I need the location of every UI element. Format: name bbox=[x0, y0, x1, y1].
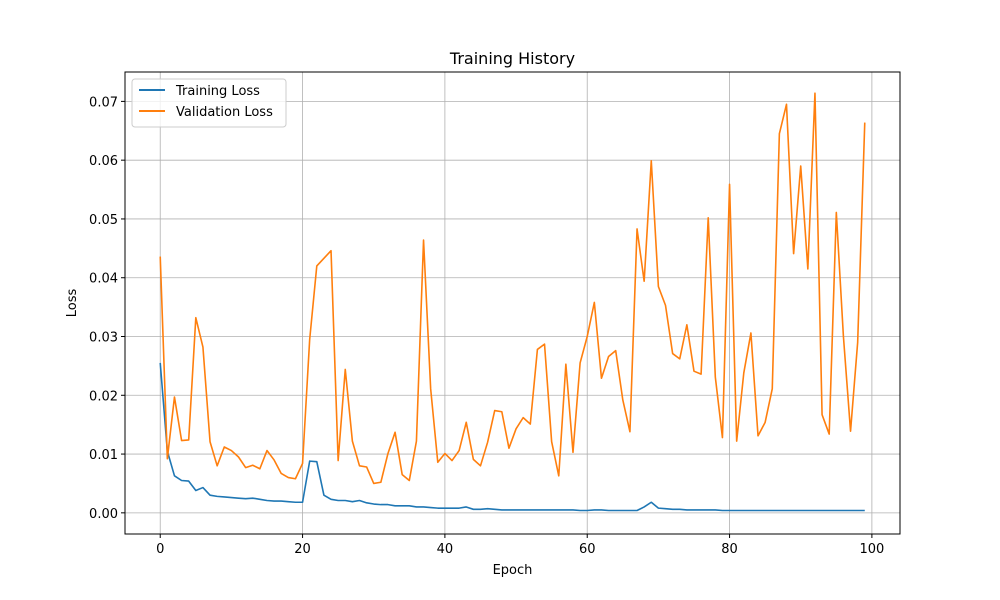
y-tick-label: 0.00 bbox=[89, 507, 118, 522]
y-tick-label: 0.05 bbox=[89, 213, 118, 228]
x-tick-label: 0 bbox=[156, 542, 164, 557]
x-tick-label: 20 bbox=[294, 542, 311, 557]
legend-label-validation-loss: Validation Loss bbox=[176, 105, 273, 120]
y-tick-label: 0.06 bbox=[89, 154, 118, 169]
y-tick-label: 0.04 bbox=[89, 272, 118, 287]
axis-ticks: 0 20 40 60 80 100 0.00 0.01 0.02 0.03 0.04 0.05 0.06… bbox=[89, 95, 884, 557]
x-tick-label: 80 bbox=[721, 542, 738, 557]
series-line-validation-loss bbox=[159, 92, 866, 485]
series-lines bbox=[159, 92, 866, 512]
y-tick-label: 0.07 bbox=[89, 95, 118, 110]
legend: Training Loss Validation Loss bbox=[131, 78, 287, 128]
series-line-training-loss bbox=[159, 362, 865, 512]
y-tick-label: 0.01 bbox=[89, 448, 118, 463]
legend-label-training-loss: Training Loss bbox=[175, 84, 260, 99]
x-tick-label: 60 bbox=[579, 542, 596, 557]
y-tick-label: 0.02 bbox=[89, 389, 118, 404]
x-tick-label: 40 bbox=[437, 542, 454, 557]
x-axis-label: Epoch bbox=[493, 563, 533, 578]
legend-box bbox=[131, 78, 287, 128]
grid bbox=[125, 72, 900, 534]
y-axis-label: Loss bbox=[65, 289, 80, 318]
y-tick-label: 0.03 bbox=[89, 331, 118, 346]
plot-area-frame bbox=[124, 71, 901, 535]
chart-title: Training History bbox=[449, 49, 575, 68]
x-tick-label: 100 bbox=[859, 542, 884, 557]
